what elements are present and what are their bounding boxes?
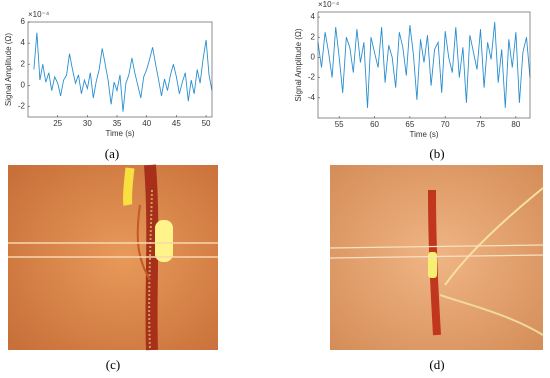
panel-caption: (b): [429, 146, 444, 161]
panel-caption: (c): [106, 357, 120, 372]
x-tick-label: 35: [113, 119, 122, 128]
plot-area: [28, 22, 212, 117]
panel-caption: (a): [105, 146, 119, 161]
x-tick-label: 80: [511, 120, 520, 129]
y-tick-label: -2: [18, 102, 26, 111]
x-axis-label: Time (s): [409, 130, 438, 139]
photo-c: [8, 164, 218, 351]
chart: 55 60 65 70 75 80 -4 -2 0 2 4 Time (s) Signal Amplit…: [294, 0, 531, 139]
plot-frame: [317, 11, 531, 119]
y-tick-label: 4: [21, 38, 26, 47]
y-tick-label: 2: [21, 59, 26, 68]
x-axis-label: Time (s): [105, 129, 134, 138]
signal-line: [33, 32, 213, 112]
y-tick-label: 2: [311, 32, 316, 41]
y-tick-label: 0: [21, 80, 26, 89]
y-exponent: ×10⁻⁴: [28, 10, 50, 19]
x-tick-label: 40: [142, 119, 151, 128]
signal-line: [317, 22, 531, 108]
x-tick-label: 45: [172, 119, 181, 128]
x-tick-label: 30: [83, 119, 92, 128]
y-exponent: ×10⁻⁴: [318, 0, 340, 9]
y-tick-label: 4: [311, 12, 316, 21]
y-axis-label: Signal Amplitude (Ω): [4, 33, 13, 106]
y-tick-label: 6: [21, 17, 26, 26]
x-tick-label: 70: [441, 120, 450, 129]
photo-d: [329, 165, 544, 350]
y-tick-label: 0: [311, 53, 316, 62]
panel-caption: (d): [429, 357, 444, 372]
y-tick-label: -2: [308, 73, 316, 82]
x-tick-label: 65: [405, 120, 414, 129]
x-tick-label: 25: [53, 119, 62, 128]
x-tick-label: 55: [335, 120, 344, 129]
y-axis-label: Signal Amplitude (Ω): [294, 28, 303, 101]
x-tick-label: 60: [370, 120, 379, 129]
x-tick-label: 75: [476, 120, 485, 129]
x-tick-label: 50: [202, 119, 211, 128]
chart: 25 30 35 40 45 50 -2 0 2 4 6 Time (s) Signal Amplitu…: [4, 10, 213, 138]
y-tick-label: -4: [308, 93, 316, 102]
plot-area: [318, 12, 530, 118]
plot-frame: [27, 21, 213, 118]
